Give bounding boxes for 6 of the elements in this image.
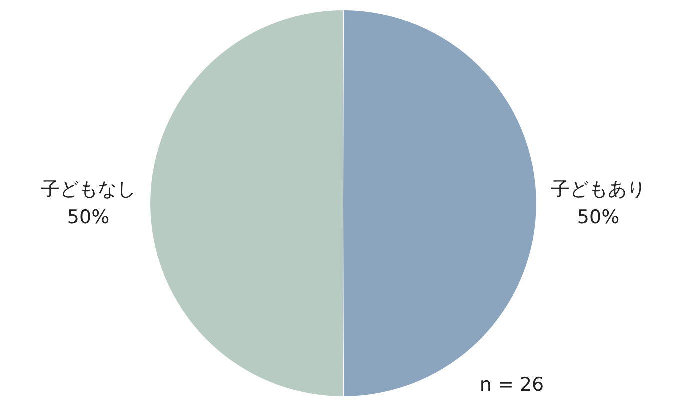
slice-label: 子どもあり — [551, 178, 646, 200]
data-label: 50% — [67, 206, 110, 228]
pie-slice — [150, 10, 344, 396]
slice-label: 子どもなし — [41, 178, 136, 200]
data-label: 50% — [577, 206, 620, 228]
text: n = 26 — [480, 374, 544, 396]
